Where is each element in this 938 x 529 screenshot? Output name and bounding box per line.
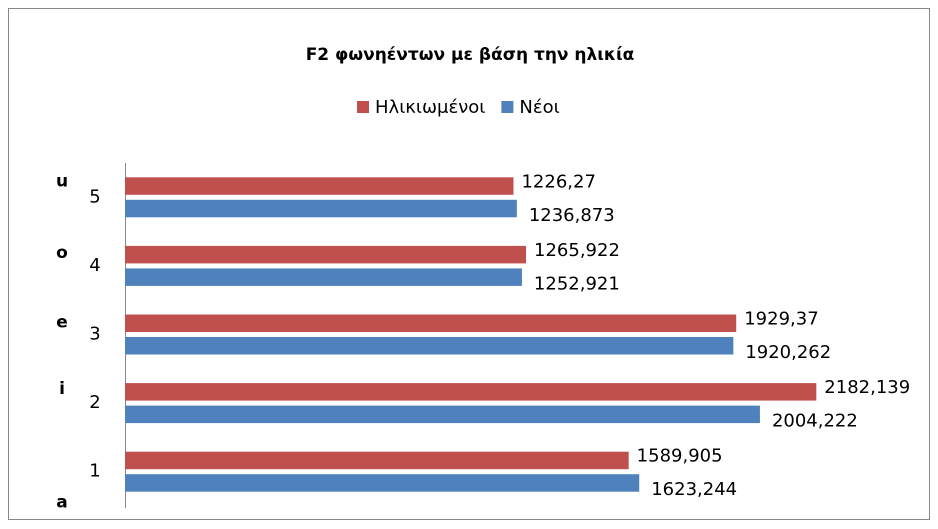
group-label: e bbox=[56, 313, 68, 333]
bar bbox=[125, 177, 514, 195]
bar bbox=[125, 383, 817, 401]
bar bbox=[125, 451, 629, 470]
y-tick-label: 1 bbox=[89, 461, 100, 482]
y-tick-label: 3 bbox=[89, 324, 100, 345]
group-label: u bbox=[56, 171, 68, 191]
legend-label: Ηλικιωμένοι bbox=[375, 97, 485, 118]
value-label: 1589,905 bbox=[637, 446, 723, 467]
y-tick-label: 2 bbox=[89, 392, 100, 413]
value-label: 1920,262 bbox=[745, 342, 831, 363]
legend-swatch bbox=[357, 101, 369, 113]
y-tick-label: 5 bbox=[89, 186, 100, 207]
chart-frame bbox=[8, 8, 930, 520]
bar bbox=[125, 199, 517, 218]
value-label: 1252,921 bbox=[534, 273, 620, 294]
group-label: a bbox=[56, 493, 67, 513]
chart-title: F2 φωνηέντων με βάση την ηλικία bbox=[306, 45, 635, 65]
bar bbox=[125, 314, 737, 332]
bar bbox=[125, 474, 640, 492]
legend-label: Νέοι bbox=[519, 97, 559, 118]
legend-swatch bbox=[501, 101, 514, 113]
value-label: 1236,873 bbox=[529, 205, 615, 226]
value-label: 2182,139 bbox=[824, 377, 910, 398]
group-label: i bbox=[59, 379, 65, 399]
group-label: o bbox=[56, 243, 68, 263]
value-label: 1226,27 bbox=[521, 171, 595, 192]
bar bbox=[125, 337, 734, 355]
value-label: 1623,244 bbox=[651, 479, 737, 500]
value-label: 1265,922 bbox=[534, 240, 620, 261]
value-label: 1929,37 bbox=[744, 309, 818, 330]
bar bbox=[125, 245, 527, 264]
y-tick-label: 4 bbox=[89, 255, 100, 276]
bar bbox=[125, 268, 522, 286]
value-label: 2004,222 bbox=[772, 411, 858, 432]
bar bbox=[125, 405, 760, 424]
